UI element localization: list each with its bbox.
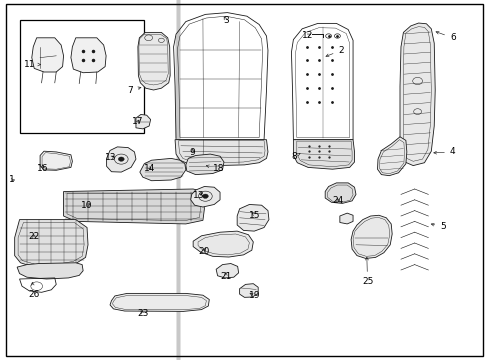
Text: 23: 23 <box>137 309 148 318</box>
Polygon shape <box>185 154 224 175</box>
Polygon shape <box>106 147 136 172</box>
Polygon shape <box>325 183 355 203</box>
Text: 20: 20 <box>198 247 209 256</box>
Circle shape <box>202 194 208 198</box>
Text: 6: 6 <box>435 31 455 42</box>
Text: 24: 24 <box>332 197 343 205</box>
Text: 25: 25 <box>361 257 372 286</box>
Polygon shape <box>193 231 253 257</box>
Polygon shape <box>140 158 185 181</box>
Bar <box>20 20 144 133</box>
Text: 22: 22 <box>28 233 40 241</box>
Text: 21: 21 <box>220 272 231 281</box>
Polygon shape <box>399 23 434 166</box>
Text: 18: 18 <box>206 164 224 173</box>
Text: 5: 5 <box>430 222 445 231</box>
Polygon shape <box>173 13 267 140</box>
Polygon shape <box>175 140 267 166</box>
Text: 4: 4 <box>433 148 455 156</box>
Text: 9: 9 <box>189 148 195 157</box>
Text: 2: 2 <box>325 46 344 57</box>
Polygon shape <box>377 137 406 176</box>
Text: 26: 26 <box>28 283 40 299</box>
Text: 15: 15 <box>249 211 261 220</box>
Text: 16: 16 <box>37 164 48 173</box>
Polygon shape <box>350 215 391 258</box>
Text: 10: 10 <box>81 202 92 210</box>
Polygon shape <box>136 114 150 129</box>
Polygon shape <box>32 38 63 72</box>
Text: 1: 1 <box>9 175 15 184</box>
Polygon shape <box>339 213 352 224</box>
Polygon shape <box>17 263 83 279</box>
Polygon shape <box>291 23 352 140</box>
Polygon shape <box>237 204 268 231</box>
Circle shape <box>118 157 124 161</box>
Text: 8: 8 <box>290 152 300 161</box>
Polygon shape <box>190 186 220 207</box>
Polygon shape <box>138 32 170 90</box>
Text: 7: 7 <box>127 86 141 95</box>
Polygon shape <box>40 151 72 170</box>
Text: 3: 3 <box>223 16 229 25</box>
Polygon shape <box>293 140 354 169</box>
Polygon shape <box>216 264 238 278</box>
Text: 14: 14 <box>144 164 155 173</box>
Polygon shape <box>239 284 258 297</box>
Text: 11: 11 <box>23 60 41 69</box>
Polygon shape <box>110 293 209 311</box>
Polygon shape <box>71 38 106 73</box>
Text: 13: 13 <box>105 153 117 162</box>
Text: 17: 17 <box>132 117 143 126</box>
Polygon shape <box>63 189 204 224</box>
Polygon shape <box>15 220 88 267</box>
Text: 13: 13 <box>193 191 204 199</box>
Text: 12: 12 <box>302 31 313 40</box>
Text: 19: 19 <box>249 292 261 300</box>
